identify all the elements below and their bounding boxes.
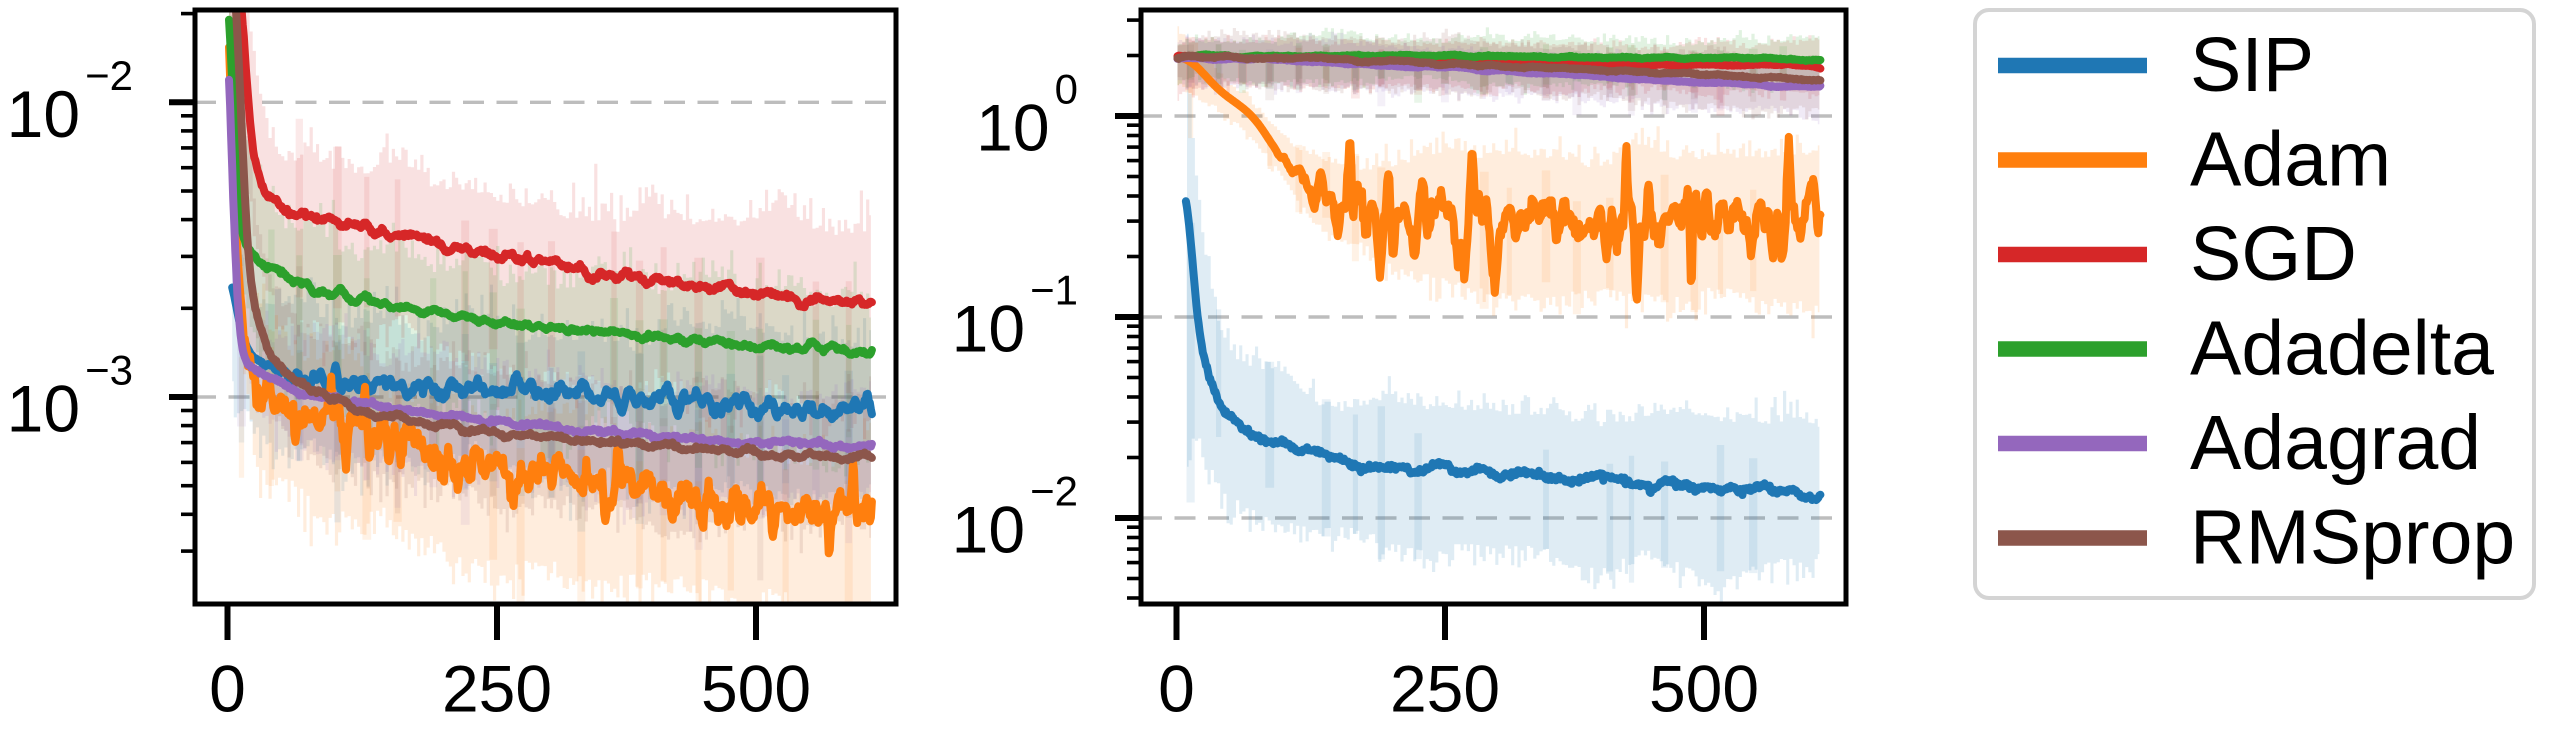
- svg-text:10−3: 10−3: [7, 347, 133, 446]
- svg-text:10−1: 10−1: [952, 267, 1078, 366]
- svg-text:0: 0: [209, 652, 246, 726]
- svg-text:500: 500: [1649, 652, 1759, 726]
- svg-text:SIP: SIP: [2190, 22, 2314, 108]
- svg-text:10−2: 10−2: [952, 468, 1078, 567]
- svg-text:250: 250: [1390, 652, 1500, 726]
- svg-text:Adagrad: Adagrad: [2190, 400, 2481, 486]
- svg-text:500: 500: [701, 652, 811, 726]
- svg-text:Adam: Adam: [2190, 116, 2391, 202]
- svg-text:250: 250: [442, 652, 552, 726]
- svg-text:SGD: SGD: [2190, 211, 2357, 297]
- svg-text:0: 0: [1158, 652, 1195, 726]
- svg-text:10−2: 10−2: [7, 52, 133, 151]
- svg-text:RMSprop: RMSprop: [2190, 494, 2515, 580]
- svg-text:Adadelta: Adadelta: [2190, 305, 2494, 391]
- svg-text:100: 100: [976, 66, 1078, 165]
